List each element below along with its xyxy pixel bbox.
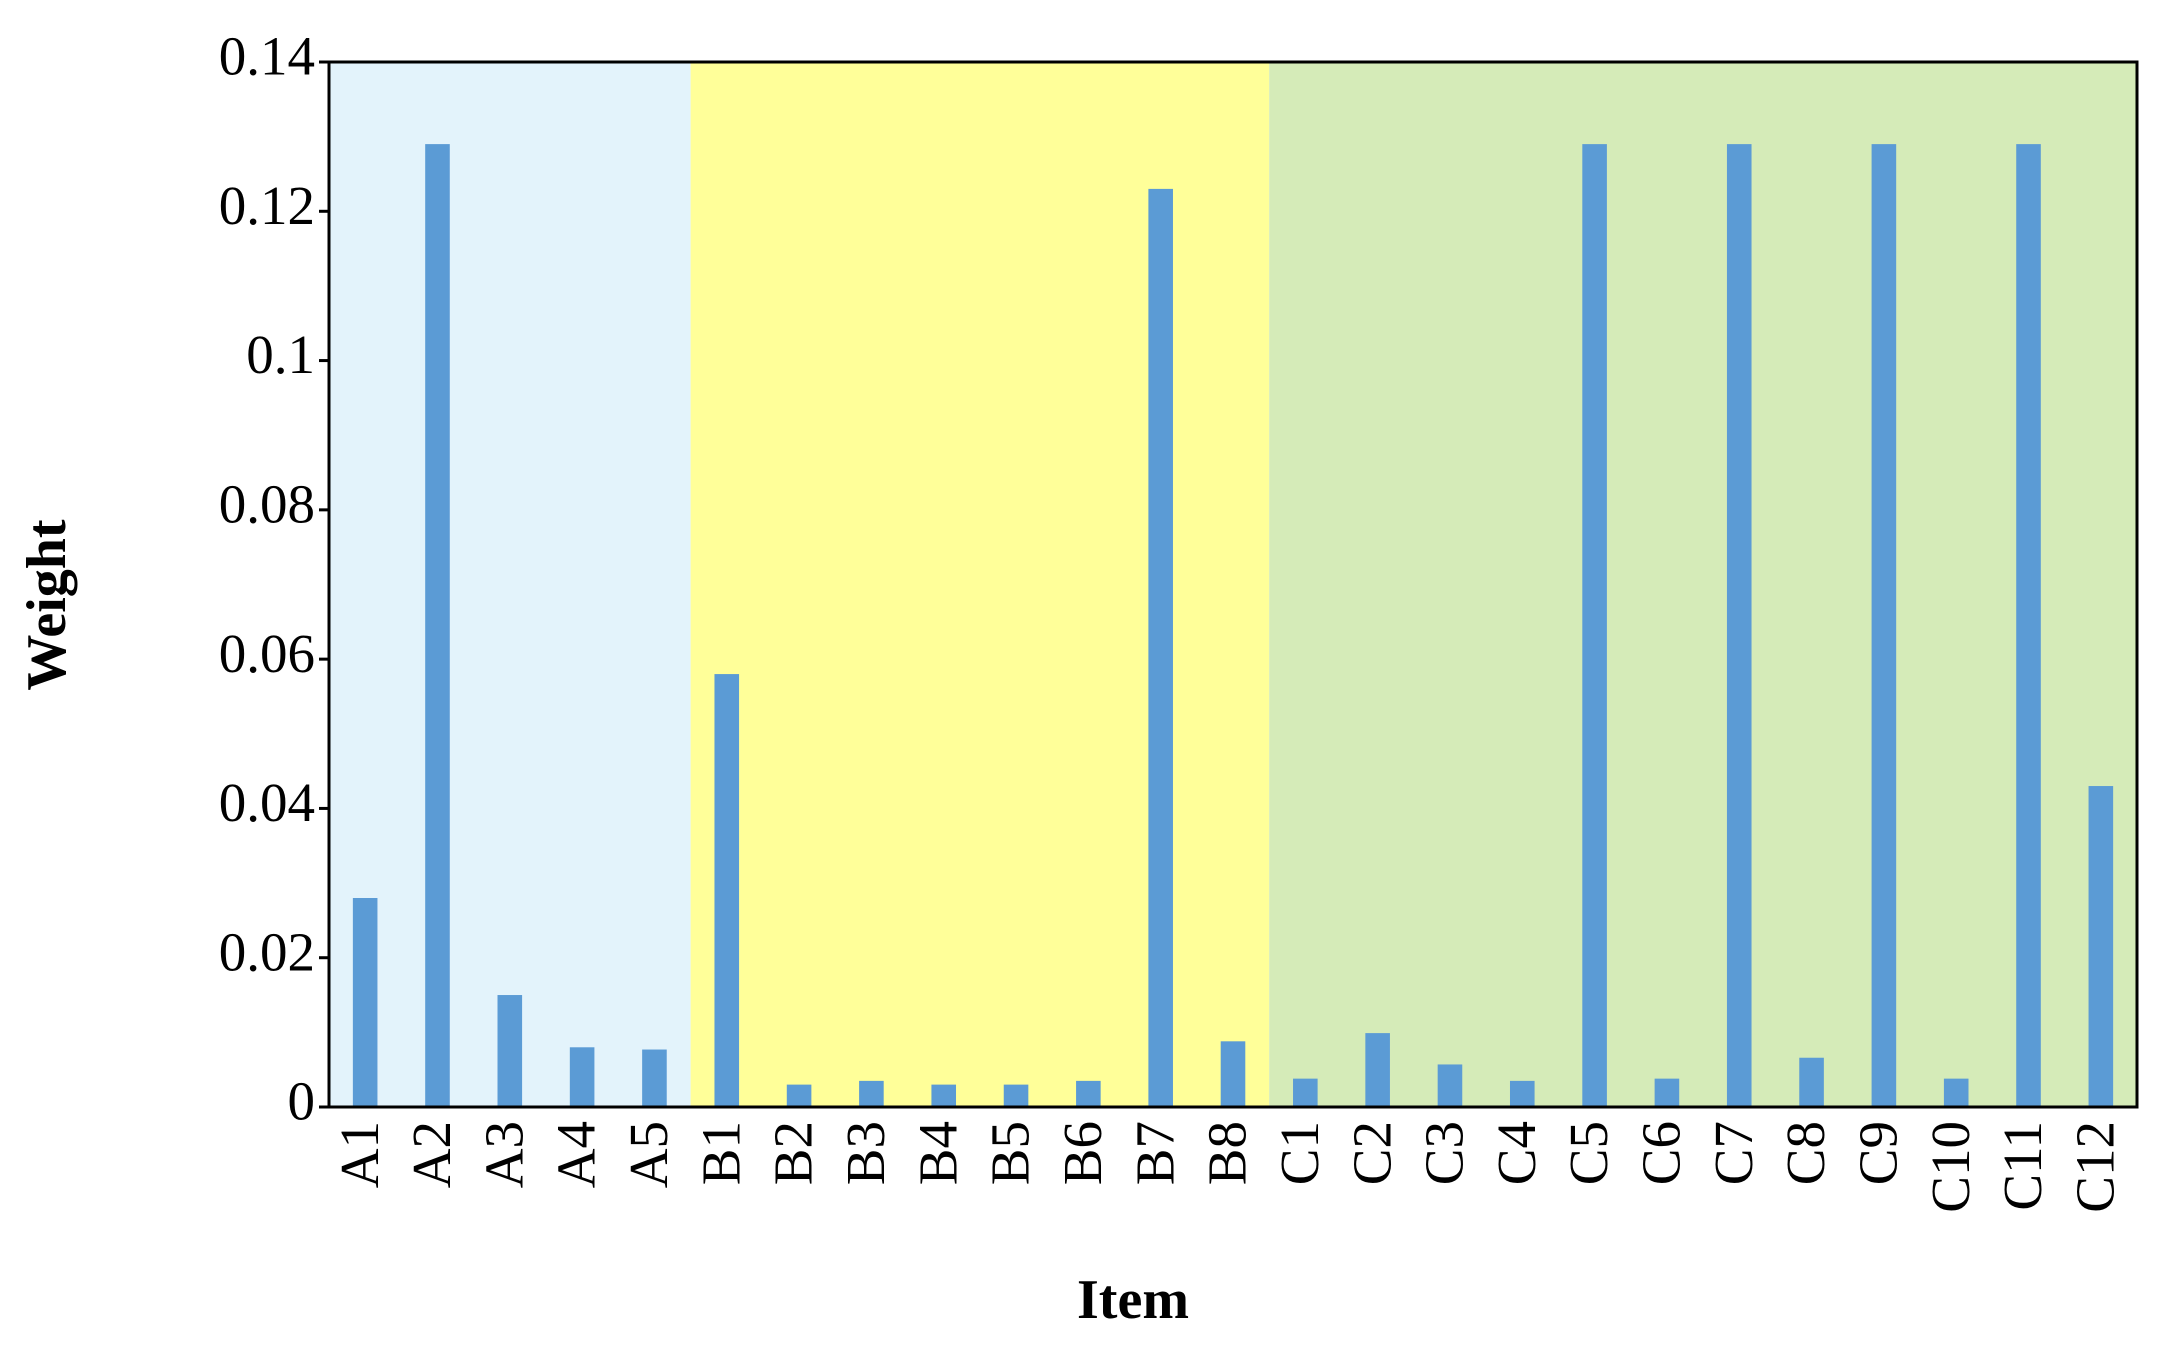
bar	[497, 995, 523, 1107]
x-tick-label: B4	[907, 1121, 968, 1185]
x-tick-label: C5	[1558, 1121, 1619, 1185]
bar	[569, 1047, 595, 1107]
x-tick-label: C3	[1414, 1121, 1475, 1185]
bar	[1437, 1064, 1463, 1107]
bar	[1654, 1078, 1680, 1107]
y-tick-label: 0.14	[219, 26, 315, 87]
plot-marks	[352, 144, 2114, 1108]
bar	[859, 1080, 884, 1107]
bar	[786, 1084, 812, 1107]
y-tick-label: 0.06	[219, 623, 315, 684]
bar	[1726, 144, 1752, 1107]
bar	[1871, 144, 1897, 1107]
bar	[1003, 1084, 1029, 1107]
x-tick-label: C10	[1920, 1121, 1981, 1213]
x-tick-label: A5	[618, 1121, 679, 1188]
bar	[2088, 786, 2114, 1107]
x-tick-label: B6	[1052, 1121, 1113, 1185]
bar	[1943, 1078, 1969, 1107]
x-tick-label: B1	[690, 1121, 751, 1185]
x-tick-label: A4	[546, 1121, 607, 1188]
x-axis-title: Item	[1077, 1269, 1189, 1331]
y-tick-label: 0.08	[219, 473, 315, 534]
background-regions	[329, 62, 2137, 1107]
x-tick-label: A1	[329, 1121, 390, 1188]
x-tick-label: C11	[1992, 1121, 2053, 1211]
bar	[642, 1049, 667, 1107]
bar	[714, 674, 740, 1107]
x-tick-label: C2	[1341, 1121, 1402, 1185]
bar	[1220, 1041, 1246, 1107]
bar	[1509, 1080, 1535, 1107]
x-tick-label: B8	[1197, 1121, 1258, 1185]
y-tick-label: 0.12	[219, 175, 315, 236]
x-tick-label: B5	[980, 1121, 1041, 1185]
y-tick-label: 0.02	[219, 921, 315, 982]
y-tick-label: 0.04	[219, 772, 315, 833]
x-tick-label: C8	[1775, 1121, 1836, 1185]
background-region	[1269, 62, 2137, 1107]
y-axis-title: Weight	[16, 519, 78, 690]
background-region	[690, 62, 1270, 1107]
bar	[1293, 1078, 1318, 1107]
x-tick-label: C4	[1486, 1121, 1547, 1185]
bar	[1365, 1033, 1390, 1107]
bar	[931, 1084, 957, 1107]
x-tick-label: C1	[1269, 1121, 1330, 1185]
x-tick-label: C9	[1848, 1121, 1909, 1185]
bar	[1582, 144, 1607, 1107]
y-tick-label: 0.1	[246, 324, 315, 385]
bar	[1799, 1057, 1824, 1107]
x-tick-label: B3	[835, 1121, 896, 1185]
x-tick-label: C6	[1631, 1121, 1692, 1185]
x-tick-label: B2	[763, 1121, 824, 1185]
bar	[1076, 1080, 1101, 1107]
x-tick-label: C7	[1703, 1121, 1764, 1185]
plot-frame	[327, 60, 2139, 1109]
bar	[2016, 144, 2041, 1107]
bar	[425, 144, 450, 1107]
x-tick-label: C12	[2064, 1121, 2125, 1213]
x-tick-label: A3	[473, 1121, 534, 1188]
background-region	[329, 62, 691, 1107]
x-tick-label: B7	[1124, 1121, 1185, 1185]
x-tick-label: A2	[401, 1121, 462, 1188]
y-tick-label: 0	[288, 1071, 316, 1132]
bar	[352, 898, 378, 1107]
bar	[1148, 188, 1173, 1108]
